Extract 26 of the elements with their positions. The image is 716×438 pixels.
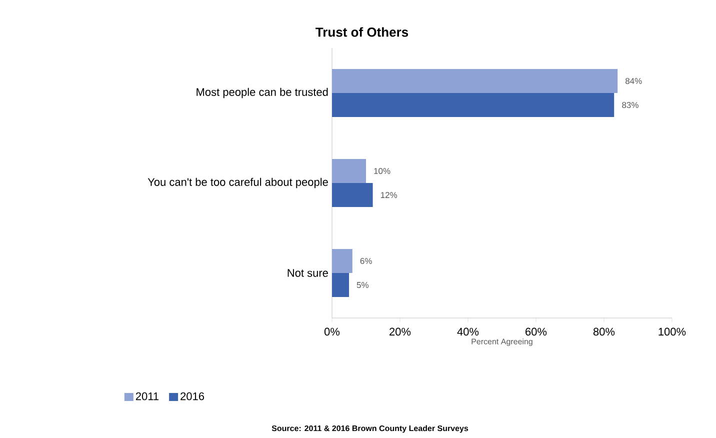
legend-label: 2016 (180, 392, 204, 400)
bar (332, 158, 366, 183)
data-label: 12% (380, 192, 398, 198)
y-tick-label: Most people can be trusted (196, 88, 328, 98)
x-axis-title: Percent Agreeing (472, 338, 532, 346)
bar (332, 92, 614, 117)
data-label: 10% (374, 168, 390, 174)
y-tick-label: Not sure (288, 269, 328, 277)
chart-title: Trust of Others (316, 27, 408, 37)
bar (332, 182, 373, 207)
bar (332, 69, 618, 93)
x-tick-label: 80% (593, 328, 615, 336)
legend-label: 2011 (136, 392, 159, 400)
y-tick-label: You can't be too careful about people (148, 178, 328, 188)
data-label: 6% (360, 258, 372, 264)
bar (332, 248, 352, 273)
x-tick-label: 20% (390, 328, 411, 336)
x-tick-label: 100% (658, 328, 686, 336)
x-tick-label: 0% (324, 328, 340, 336)
data-label: 5% (356, 282, 369, 288)
data-label: 83% (622, 102, 638, 108)
source-note: Source: 2011 & 2016 Brown County Leader Surveys (272, 425, 468, 433)
data-label: 84% (626, 78, 642, 84)
bar (332, 272, 349, 297)
x-tick-label: 40% (457, 328, 479, 336)
x-tick-label: 60% (526, 328, 547, 336)
